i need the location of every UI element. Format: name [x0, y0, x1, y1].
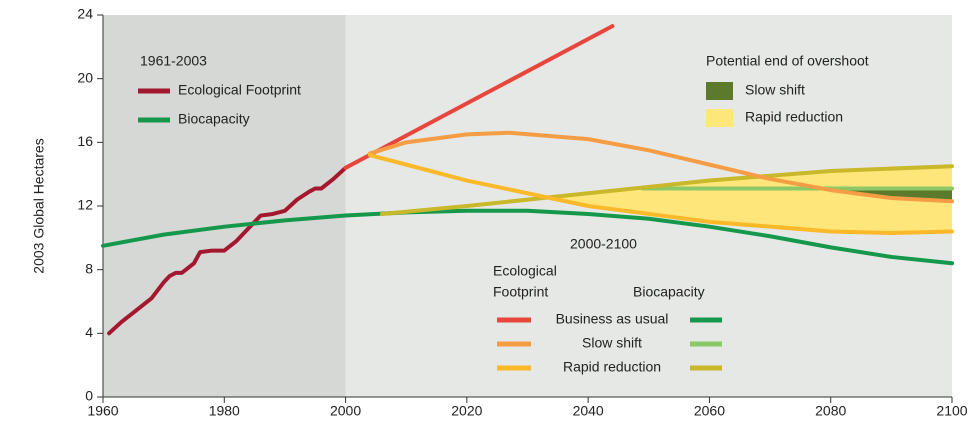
legend-label: Biocapacity: [178, 111, 250, 127]
legend-column-header: Ecological: [493, 263, 557, 279]
y-tick-label: 16: [77, 133, 93, 149]
x-tick-label: 2100: [936, 403, 967, 419]
data-line: [107, 165, 348, 336]
x-tick-label: 2080: [815, 403, 846, 419]
data-line: [367, 153, 954, 236]
data-line: [379, 164, 954, 216]
y-tick-label: 0: [85, 388, 93, 404]
x-tick-label: 1960: [87, 403, 118, 419]
overshoot-area: [548, 166, 952, 234]
legend-title: 1961-2003: [140, 53, 207, 69]
data-line: [343, 208, 954, 266]
legend-column-header: Biocapacity: [633, 284, 705, 300]
legend-label: Rapid reduction: [745, 109, 843, 125]
data-line: [343, 24, 615, 170]
y-tick-label: 4: [85, 324, 93, 340]
legend-label: Rapid reduction: [563, 359, 661, 375]
y-tick-label: 20: [77, 69, 93, 85]
y-tick-label: 24: [77, 6, 93, 22]
legend-swatch: [706, 109, 733, 127]
legend-label: Business as usual: [556, 311, 669, 327]
data-line: [367, 130, 954, 204]
legend-title: 2000-2100: [570, 236, 637, 252]
x-tick-label: 1980: [209, 403, 240, 419]
x-tick-label: 2060: [694, 403, 725, 419]
x-tick-label: 2000: [330, 403, 361, 419]
historic-shading: [103, 15, 346, 397]
y-tick-label: 8: [85, 260, 93, 276]
x-tick-label: 2020: [451, 403, 482, 419]
legend-label: Slow shift: [745, 82, 805, 98]
x-tick-label: 2040: [573, 403, 604, 419]
legend-title: Potential end of overshoot: [706, 53, 869, 69]
y-axis-title: 2003 Global Hectares: [31, 138, 47, 273]
legend-label: Slow shift: [582, 335, 642, 351]
legend-column-header: Footprint: [493, 284, 548, 300]
data-line: [101, 213, 348, 248]
legend-swatch: [706, 82, 733, 100]
legend-label: Ecological Footprint: [178, 82, 301, 98]
y-tick-label: 12: [77, 197, 93, 213]
